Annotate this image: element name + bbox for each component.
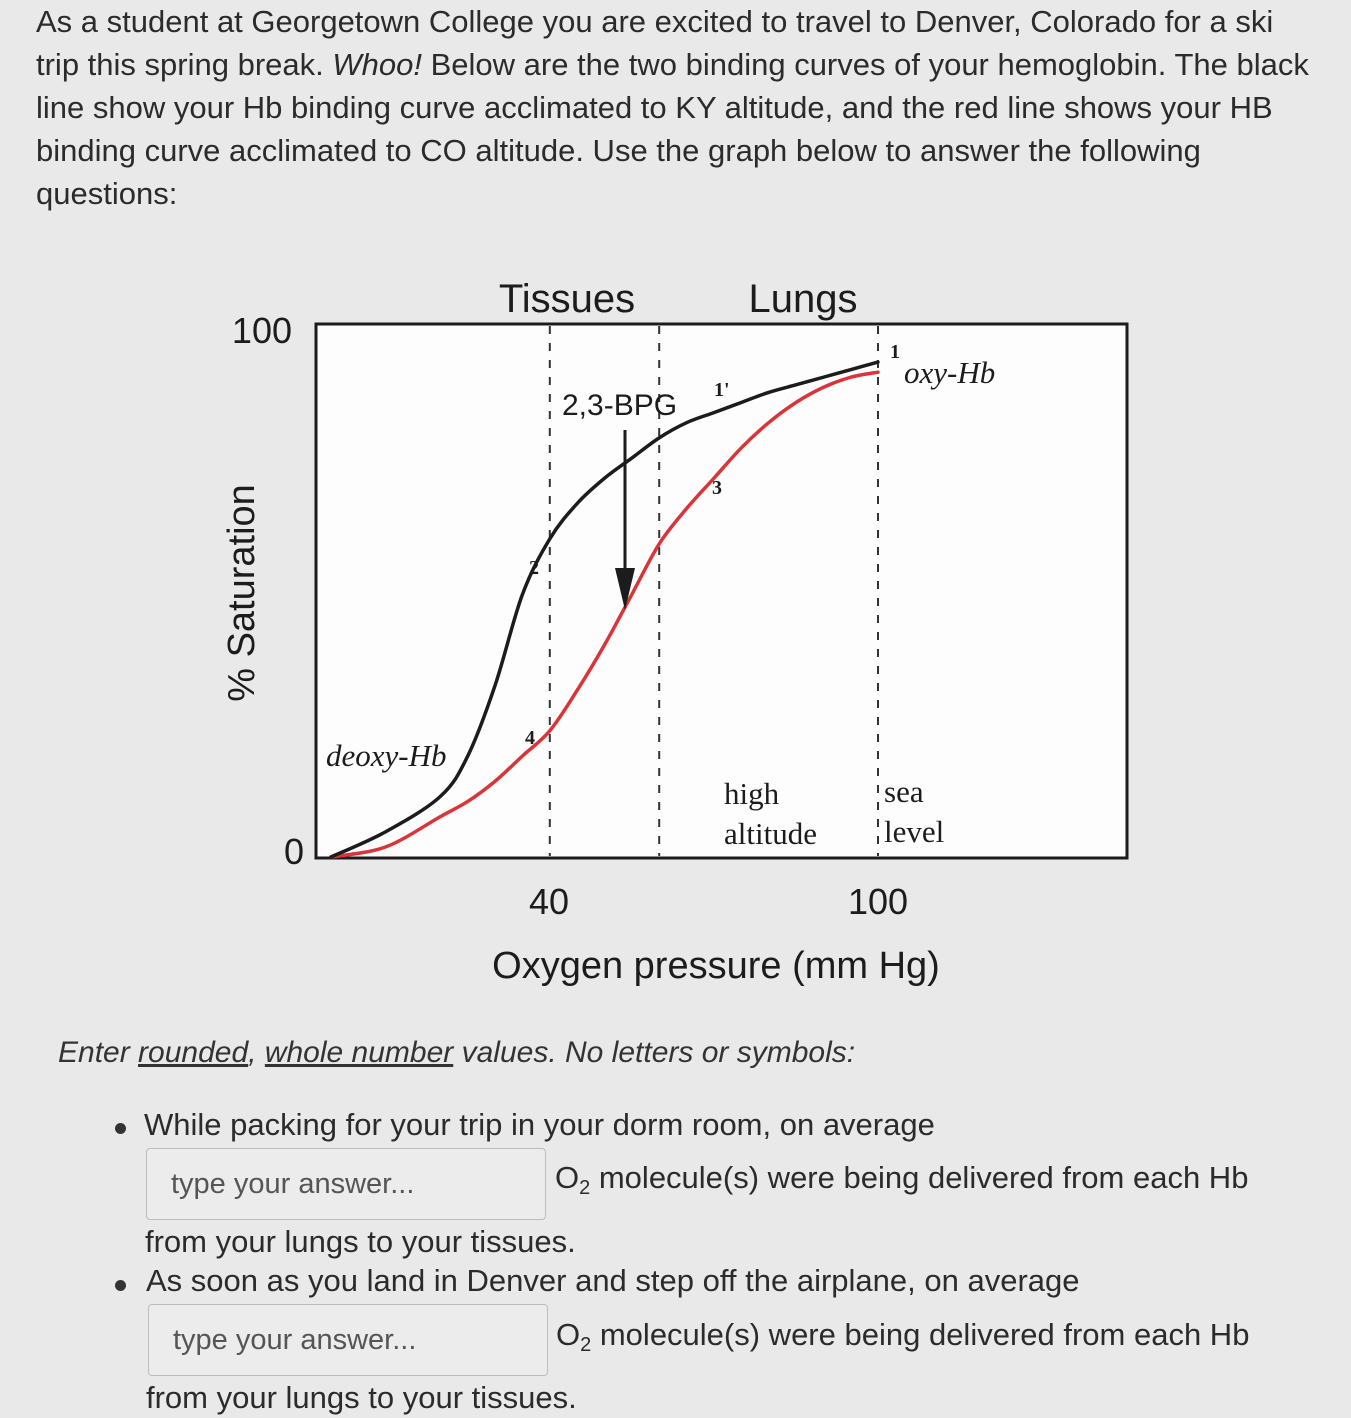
instruction-suffix: values. No letters or symbols:: [453, 1036, 856, 1069]
bullet-1: [115, 1123, 126, 1134]
instruction-rounded: rounded: [138, 1036, 249, 1069]
sea-level-line2: level: [884, 814, 944, 849]
instruction-prefix: Enter: [58, 1036, 139, 1069]
bpg-label: 2,3-BPG: [562, 389, 677, 422]
point-label-3: 3: [712, 477, 722, 499]
sea-level-line1: sea: [884, 774, 924, 809]
high-altitude-line2: altitude: [724, 816, 817, 851]
label-lungs: Lungs: [749, 277, 858, 321]
deoxy-hb-label: deoxy-Hb: [326, 738, 447, 773]
intro-paragraph: As a student at Georgetown College you a…: [36, 0, 1321, 215]
bpg-arrow-head: [615, 568, 635, 610]
q1-answer-input[interactable]: [146, 1148, 546, 1220]
instruction-whole-number: whole number: [264, 1036, 454, 1069]
intro-emphasis: Whoo!: [332, 47, 422, 82]
q1-tail: from your lungs to your tissues.: [145, 1224, 576, 1259]
bullet-2: [115, 1280, 126, 1291]
q1-delivery: O2 molecule(s) were being delivered from…: [555, 1160, 1248, 1200]
intro-part1: As a student at Georgetown College you a…: [36, 4, 1274, 82]
q2-delivery-text: molecule(s) were being delivered from ea…: [591, 1317, 1250, 1352]
q2-o: O: [556, 1317, 581, 1352]
y-axis-label: % Saturation: [221, 484, 263, 702]
q1-lead: While packing for your trip in your dorm…: [144, 1107, 935, 1142]
label-tissues: Tissues: [499, 277, 635, 321]
y-tick-100: 100: [232, 310, 292, 351]
oxy-hb-label: oxy-Hb: [904, 355, 995, 390]
q1-sub2: 2: [579, 1177, 591, 1199]
point-label-1-prime: 1': [714, 379, 730, 401]
instruction-sep: ,: [248, 1036, 265, 1069]
q1-delivery-text: molecule(s) were being delivered from ea…: [590, 1160, 1249, 1195]
q1-o: O: [555, 1160, 580, 1195]
high-altitude-line1: high: [724, 776, 780, 811]
point-label-4: 4: [525, 727, 535, 749]
q2-tail: from your lungs to your tissues.: [146, 1380, 577, 1415]
plot-frame: [314, 322, 1129, 860]
q2-delivery: O2 molecule(s) were being delivered from…: [556, 1317, 1249, 1357]
x-tick-100: 100: [848, 881, 908, 922]
instruction-text: Enter rounded, whole number values. No l…: [58, 1036, 855, 1070]
x-axis-label: Oxygen pressure (mm Hg): [492, 945, 940, 987]
ky-altitude-curve: [329, 360, 880, 859]
intro-part2: Below are the two binding curves of your…: [36, 47, 1309, 211]
q2-lead: As soon as you land in Denver and step o…: [146, 1263, 1080, 1298]
binding-curve-figure: Tissues Lungs 100 0 40 100 % Saturation …: [221, 277, 1129, 987]
co-altitude-curve: [329, 370, 880, 859]
q2-sub2: 2: [580, 1334, 592, 1356]
x-tick-40: 40: [529, 881, 569, 922]
y-tick-0: 0: [284, 831, 304, 872]
point-label-1: 1: [890, 341, 900, 363]
q2-answer-input[interactable]: [148, 1304, 548, 1376]
point-label-2: 2: [529, 557, 539, 579]
